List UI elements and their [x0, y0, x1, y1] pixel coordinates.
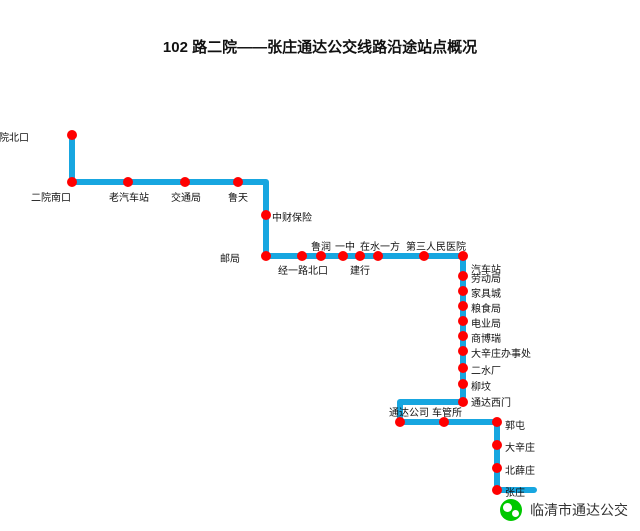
footer-text: 临清市通达公交 [530, 500, 628, 520]
stop-marker [123, 177, 133, 187]
stop-marker [458, 316, 468, 326]
stop-marker [492, 463, 502, 473]
stop-label: 二水厂 [471, 362, 501, 377]
stop-label: 经一路北口 [278, 262, 328, 277]
footer: 临清市通达公交 [500, 499, 628, 521]
stop-label: 通达公司 [389, 404, 429, 419]
stop-marker [492, 440, 502, 450]
stop-marker [458, 379, 468, 389]
stop-label: 鲁天 [228, 189, 248, 204]
stop-marker [458, 331, 468, 341]
stop-marker [458, 271, 468, 281]
stop-label: 中财保险 [272, 209, 312, 224]
stop-marker [261, 251, 271, 261]
stop-label: 交通局 [171, 189, 201, 204]
stop-label: 在水一方 [360, 238, 400, 253]
stop-marker [458, 286, 468, 296]
stop-label: 鲁润 [311, 238, 331, 253]
stop-label: 大辛庄办事处 [471, 345, 531, 360]
stop-label: 家具城 [471, 285, 501, 300]
stop-label: 二院北口 [0, 129, 29, 144]
stop-marker [458, 301, 468, 311]
stop-marker [261, 210, 271, 220]
stop-label: 老汽车站 [109, 189, 149, 204]
wechat-icon [500, 499, 522, 521]
stop-label: 商博瑞 [471, 330, 501, 345]
stop-label: 北薛庄 [505, 462, 535, 477]
stop-label: 二院南口 [31, 189, 71, 204]
stop-label: 通达西门 [471, 394, 511, 409]
stop-marker [492, 417, 502, 427]
stop-marker [67, 130, 77, 140]
stop-label: 第三人民医院 [406, 238, 466, 253]
stop-label: 张庄 [505, 484, 525, 499]
stop-marker [233, 177, 243, 187]
stop-label: 劳动局 [471, 270, 501, 285]
stop-label: 大辛庄 [505, 439, 535, 454]
stop-label: 邮局 [220, 250, 240, 265]
stop-marker [492, 485, 502, 495]
stop-label: 车管所 [432, 404, 462, 419]
stop-marker [458, 346, 468, 356]
stop-label: 粮食局 [471, 300, 501, 315]
stop-marker [67, 177, 77, 187]
stop-label: 郭屯 [505, 417, 525, 432]
stop-label: 建行 [350, 262, 370, 277]
stop-marker [180, 177, 190, 187]
stop-label: 柳坟 [471, 378, 491, 393]
stop-label: 一中 [335, 238, 355, 253]
stop-marker [297, 251, 307, 261]
stop-marker [458, 363, 468, 373]
stop-label: 电业局 [471, 315, 501, 330]
